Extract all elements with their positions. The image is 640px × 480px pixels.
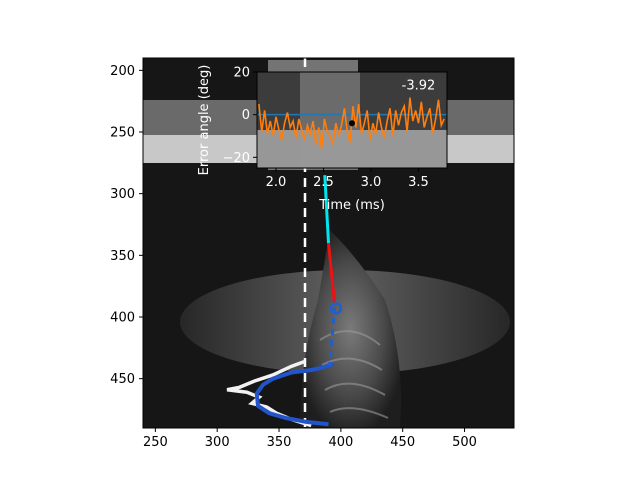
inset-y-tick-label: 20 — [233, 66, 250, 81]
inset-x-tick-label: 3.5 — [408, 175, 429, 190]
inset-y-axis-ticks: 20 0 −20 — [223, 66, 257, 166]
moth-texture — [319, 330, 389, 419]
inset-y-tick-label: −20 — [223, 151, 250, 166]
main-x-tick-label: 500 — [452, 435, 477, 450]
inset-x-axis-label: Time (ms) — [318, 198, 385, 213]
cyan-proboscis-segment — [323, 175, 330, 244]
inset-marker-point — [349, 120, 355, 127]
white-profile-line — [226, 359, 312, 428]
inset-x-tick-label: 2.0 — [266, 175, 287, 190]
main-y-tick-label: 350 — [110, 249, 135, 264]
main-x-tick-label: 300 — [205, 435, 230, 450]
inset-frame — [256, 71, 448, 169]
main-y-axis-ticks: 200 250 300 350 400 450 — [110, 64, 143, 387]
blue-profile-line — [254, 361, 335, 427]
moth-body — [300, 230, 401, 428]
inset-value-annotation: -3.92 — [402, 78, 436, 93]
inset-x-tick-label: 3.0 — [361, 175, 382, 190]
main-x-tick-label: 450 — [390, 435, 415, 450]
main-x-axis-ticks: 250 300 350 400 450 500 — [143, 428, 477, 450]
blue-tracking-circle — [329, 302, 343, 315]
main-x-tick-label: 400 — [328, 435, 353, 450]
blue-dashed-body-segment — [328, 307, 337, 367]
main-y-tick-label: 400 — [110, 311, 135, 326]
main-y-tick-label: 250 — [110, 126, 135, 141]
main-x-tick-label: 350 — [267, 435, 292, 450]
main-axes-frame — [142, 57, 515, 429]
main-y-tick-label: 450 — [110, 372, 135, 387]
main-x-tick-label: 250 — [143, 435, 168, 450]
inset-plot: 2.0 2.5 3.0 3.5 20 0 −20 -3.92 Error angle (d… — [197, 65, 448, 213]
red-head-segment — [327, 242, 337, 305]
inset-bg-stem — [300, 72, 360, 168]
inset-y-axis-label: Error angle (deg) — [197, 65, 212, 176]
inset-y-tick-label: 0 — [242, 108, 250, 123]
main-y-tick-label: 200 — [110, 64, 135, 79]
main-y-tick-label: 300 — [110, 187, 135, 202]
inset-x-tick-label: 2.5 — [313, 175, 334, 190]
inset-x-axis-ticks: 2.0 2.5 3.0 3.5 — [266, 168, 429, 190]
